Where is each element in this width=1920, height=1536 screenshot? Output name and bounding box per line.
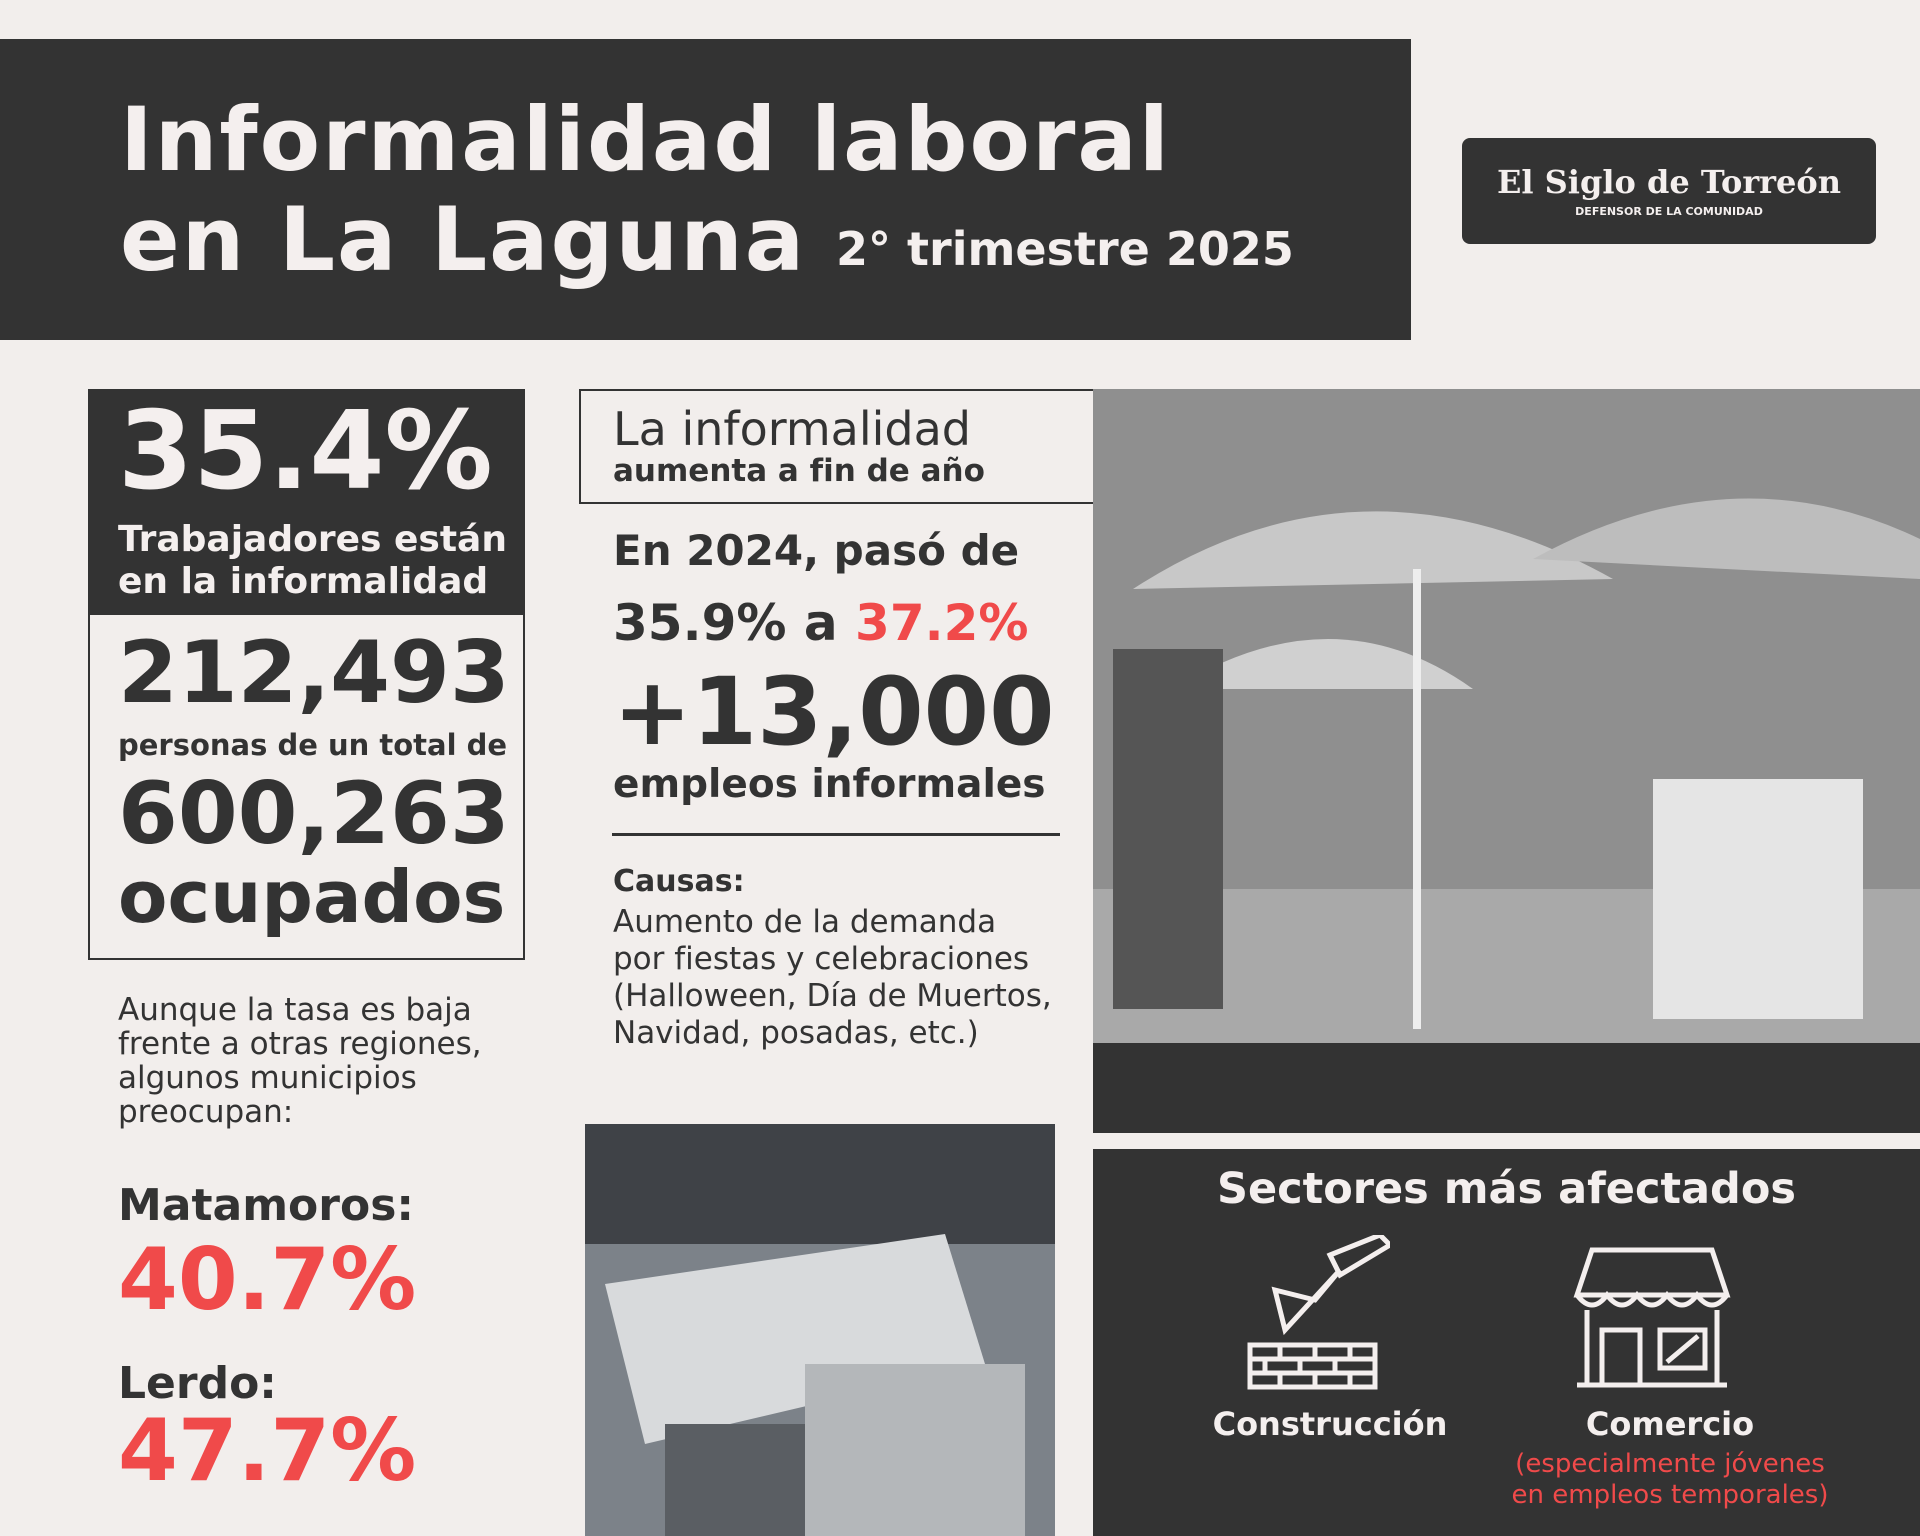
text-line: Aunque la tasa es baja [118,992,472,1028]
summary-dark [88,389,525,615]
photo-market [1093,389,1920,1133]
sector-note: (especialmente jóvenes [1515,1449,1825,1479]
text-line: preocupan: [118,1094,294,1130]
trend-text: En 2024, pasó de [613,526,1020,575]
store-icon [1573,1247,1731,1388]
title: en La Laguna [120,188,807,291]
divider [612,833,1060,836]
text-line: (Halloween, Día de Muertos, [613,978,1052,1014]
trend-from: 35.9% a 37.2% [613,598,1029,648]
header-band [0,39,1411,340]
logo-name: El Siglo de Torreón [1496,163,1841,201]
title: Informalidad laboral [120,88,1171,191]
text-line: Navidad, posadas, etc.) [613,1015,979,1051]
construction-icon [1247,1235,1390,1390]
sector-name: Comercio [1585,1405,1755,1443]
municipality-name: Lerdo: [118,1358,277,1409]
sectors-title: Sectores más afectados [1217,1164,1796,1214]
photo-stall [585,1124,1055,1536]
sectors-box [1093,1149,1920,1536]
sector-note: en empleos temporales) [1511,1480,1829,1510]
trend-heading: aumenta a fin de año [613,453,985,489]
causes-title: Causas: [613,864,745,899]
count-label: personas de un total de [118,728,508,762]
logo-box [1462,138,1876,244]
text-line: algunos municipios [118,1060,417,1096]
logo-tagline: DEFENSOR DE LA COMUNIDAD [1575,205,1763,218]
municipality-rate: 47.7% [118,1401,417,1501]
rate-label: en la informalidad [118,561,489,602]
trend-to: 37.2% [855,594,1029,652]
trend-increase-label: empleos informales [613,762,1046,807]
rate: 35.4% [118,389,493,514]
municipality-rate: 40.7% [118,1230,417,1330]
trend-from: 35.9% a [613,594,838,652]
trend-heading: La informalidad [613,402,971,456]
sector-name: Construcción [1212,1405,1448,1443]
count: 212,493 [118,623,510,723]
total: 600,263 [118,764,510,864]
rate-label: Trabajadores están [118,519,507,560]
text-line: frente a otras regiones, [118,1026,482,1062]
trend-increase: +13,000 [613,658,1055,767]
text-line: Aumento de la demanda [613,904,997,940]
period: 2° trimestre 2025 [836,222,1294,276]
municipality-name: Matamoros: [118,1180,414,1231]
total-label: ocupados [118,855,506,939]
text-line: por fiestas y celebraciones [613,941,1030,977]
